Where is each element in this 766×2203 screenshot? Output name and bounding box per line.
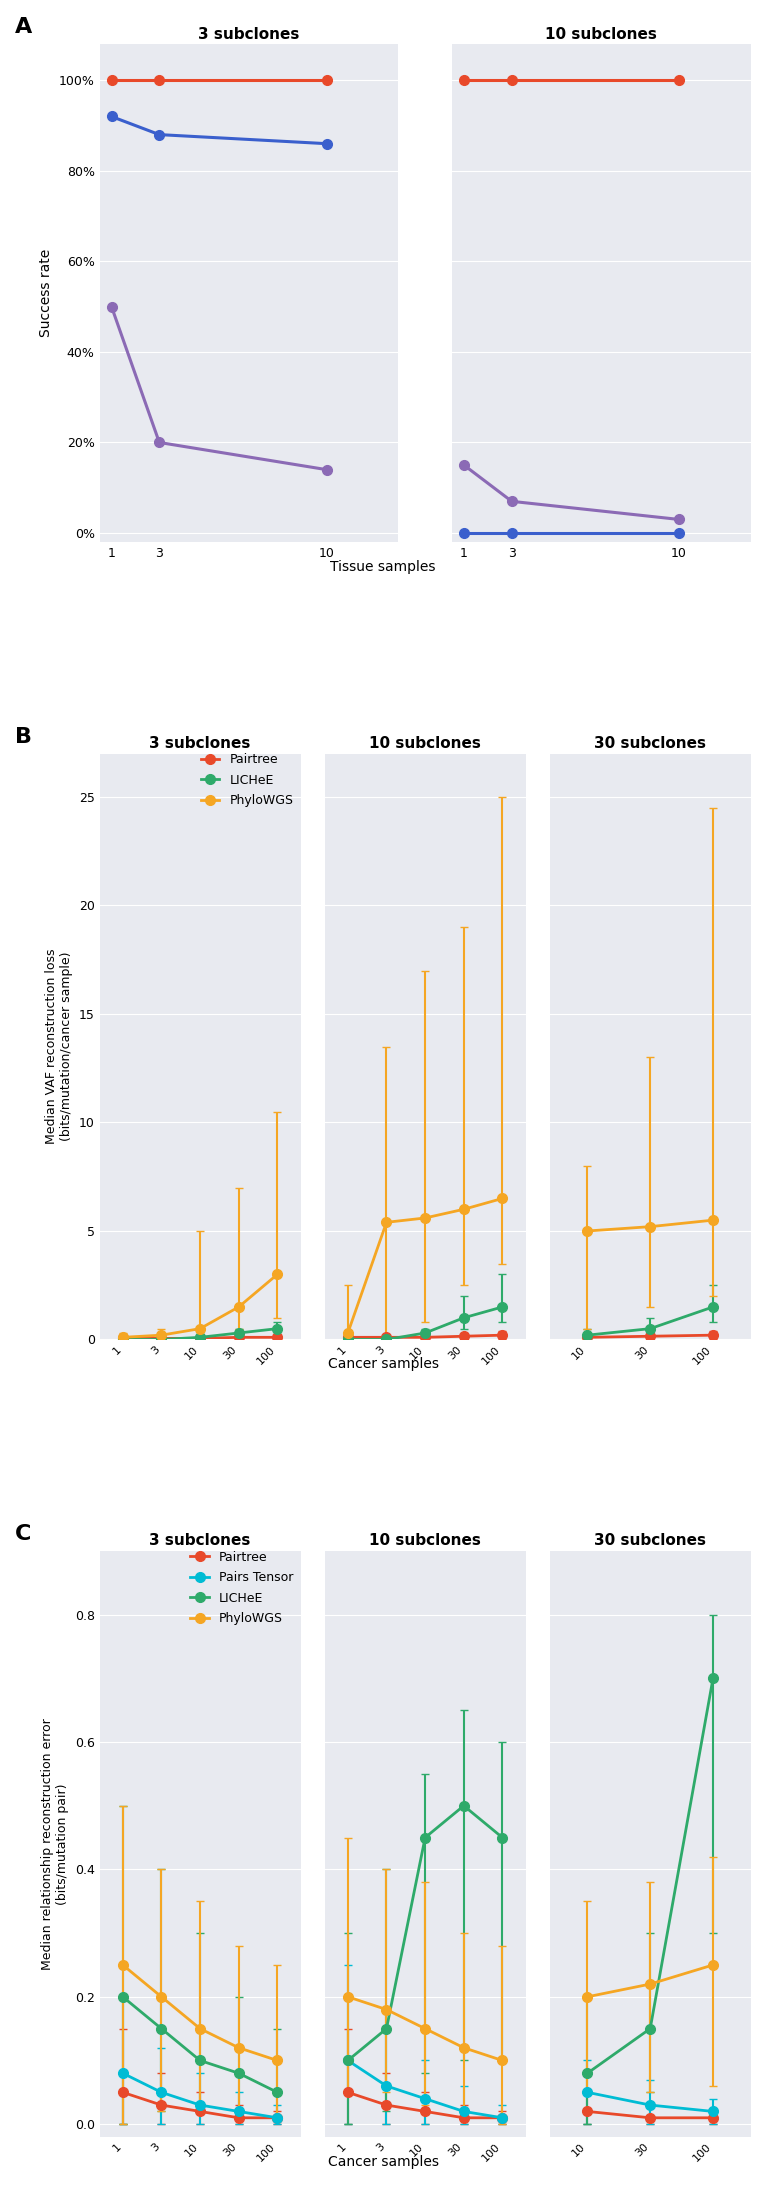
Title: 30 subclones: 30 subclones <box>594 1533 706 1549</box>
Title: 3 subclones: 3 subclones <box>149 736 250 751</box>
Legend: Pairtree, Pairs Tensor, LICHeE, PhyloWGS: Pairtree, Pairs Tensor, LICHeE, PhyloWGS <box>185 1547 298 1630</box>
Y-axis label: Median relationship reconstruction error
(bits/mutation pair): Median relationship reconstruction error… <box>41 1718 69 1969</box>
Text: B: B <box>15 727 32 747</box>
Y-axis label: Median VAF reconstruction loss
(bits/mutation/cancer sample): Median VAF reconstruction loss (bits/mut… <box>45 949 74 1143</box>
Text: Cancer samples: Cancer samples <box>328 1357 438 1370</box>
Title: 30 subclones: 30 subclones <box>594 736 706 751</box>
Text: C: C <box>15 1524 31 1544</box>
Text: Cancer samples: Cancer samples <box>328 2155 438 2168</box>
Title: 10 subclones: 10 subclones <box>369 736 481 751</box>
Y-axis label: Success rate: Success rate <box>39 249 54 337</box>
Title: 10 subclones: 10 subclones <box>545 26 657 42</box>
Text: Tissue samples: Tissue samples <box>330 560 436 573</box>
Text: A: A <box>15 18 33 37</box>
Legend: Pairtree, LICHeE, PhyloWGS: Pairtree, LICHeE, PhyloWGS <box>195 749 298 813</box>
Title: 3 subclones: 3 subclones <box>149 1533 250 1549</box>
Title: 3 subclones: 3 subclones <box>198 26 300 42</box>
Title: 10 subclones: 10 subclones <box>369 1533 481 1549</box>
